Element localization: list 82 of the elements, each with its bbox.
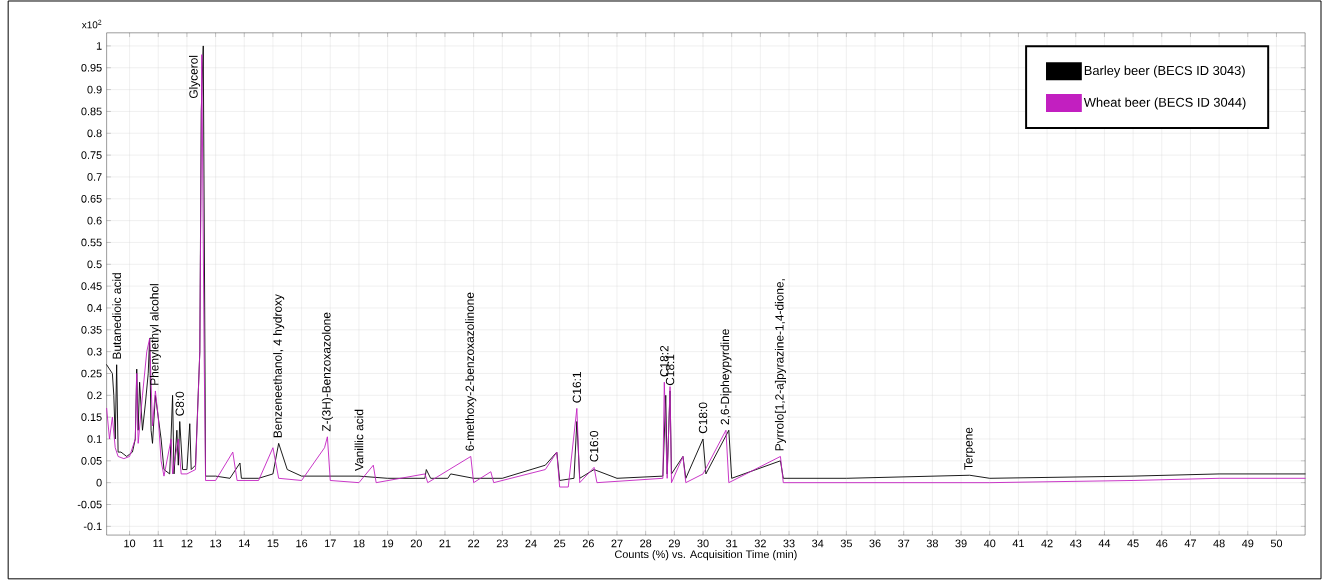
annotation: Pyrrolo[1,2-a]pyrazine-1,4-dione, (774, 279, 786, 451)
y-tick-label: 0.35 (81, 326, 102, 334)
x-tick-label: 46 (1155, 539, 1168, 548)
annotation: Phenylethyl alcohol (149, 284, 161, 385)
x-tick-label: 15 (267, 539, 279, 548)
annotation: C16:1 (572, 372, 582, 403)
annotation: C18:0 (698, 402, 708, 434)
x-tick-label: 16 (296, 539, 308, 548)
y-tick-label: 0.55 (81, 238, 102, 247)
x-tick-label: 31 (726, 539, 738, 548)
y-tick-label: 0.15 (81, 413, 102, 422)
y-tick-label: 0.25 (81, 369, 102, 378)
y-tick-label: 1 (96, 42, 102, 50)
legend-label: Wheat beer (BECS ID 3044) (1083, 97, 1246, 110)
legend-label: Barley beer (BECS ID 3043) (1084, 65, 1245, 78)
x-tick-label: 49 (1241, 539, 1254, 548)
annotation: Terpene (964, 427, 975, 470)
x-tick-label: 17 (325, 539, 336, 548)
y-tick-label: 0.4 (87, 304, 102, 312)
y-tick-label: 0.75 (81, 151, 102, 160)
annotation: Z-(3H)-Benzoxazolone (321, 312, 333, 432)
x-tick-label: 14 (239, 539, 250, 548)
y-tick-label: 0.9 (87, 85, 102, 94)
x-tick-label: 13 (210, 539, 222, 548)
y-tick-label: -0.1 (83, 522, 102, 531)
y-tick-label: 0.05 (81, 457, 102, 465)
y-tick-label: 0.5 (87, 260, 102, 269)
x-tick-label: 45 (1127, 539, 1139, 548)
x-tick-label: 39 (955, 539, 967, 548)
x-tick-label: 21 (439, 539, 451, 548)
y-tick-label: 0.45 (81, 282, 102, 291)
y-tick-label: 0.8 (87, 129, 102, 138)
x-tick-label: 12 (181, 539, 193, 548)
annotation: 2,6-Dipheypyrdine (720, 329, 732, 425)
x-tick-label: 24 (525, 539, 537, 548)
x-tick-label: 42 (1041, 539, 1053, 548)
x-tick-label: 25 (554, 539, 566, 548)
text: x10$^{2}$ (81, 19, 102, 29)
y-tick-label: 0.65 (81, 195, 102, 203)
x-tick-label: 32 (754, 539, 766, 548)
x-tick-label: 10 (124, 539, 136, 548)
x-tick-label: 35 (840, 539, 852, 548)
x-tick-label: 50 (1270, 539, 1283, 548)
x-tick-label: 37 (898, 539, 910, 548)
y-tick-label: 0 (96, 478, 102, 487)
y-tick-label: 0.2 (87, 391, 102, 400)
x-tick-label: 40 (983, 539, 996, 548)
x-tick-label: 11 (153, 539, 164, 548)
x-tick-label: 27 (611, 539, 623, 548)
x-tick-label: 41 (1012, 539, 1024, 548)
y-tick-label: 0.7 (87, 173, 102, 181)
x-tick-label: 18 (353, 539, 365, 548)
y-tick-label: -0.05 (77, 500, 102, 509)
x-tick-label: 22 (468, 539, 480, 548)
x-tick-label: 38 (926, 539, 938, 548)
x-tick-label: 20 (410, 539, 422, 548)
y-tick-label: 0.85 (81, 107, 102, 116)
x-tick-label: 44 (1098, 539, 1111, 548)
y-tick-label: 0.6 (87, 216, 102, 225)
y-tick-label: 0.1 (87, 435, 102, 443)
x-tick-label: 19 (382, 539, 394, 548)
y-tick-label: 0.95 (81, 63, 102, 72)
x-tick-label: 28 (640, 539, 652, 548)
annotation: C8:0 (175, 391, 184, 416)
x-tick-label: 43 (1069, 539, 1082, 548)
x-axis-title: Counts (%) vs. Acquisition Time (min) (614, 550, 797, 561)
x-tick-label: 48 (1213, 539, 1225, 548)
annotation: Vanillic acid (354, 409, 364, 471)
x-tick-label: 26 (582, 539, 594, 548)
annotation: Benzeneethanol, 4 hydroxy (273, 294, 285, 438)
x-tick-label: 23 (496, 539, 508, 548)
x-tick-label: 30 (697, 539, 709, 548)
x-tick-label: 36 (869, 539, 881, 548)
x-tick-label: 34 (812, 539, 824, 548)
annotation: 6-methoxy-2-benzoxazolinone (465, 292, 477, 451)
annotation: C16:0 (589, 431, 599, 462)
y-tick-label: 0.3 (87, 347, 102, 356)
annotation: Glycerol (189, 55, 201, 99)
x-tick-label: 29 (668, 539, 680, 548)
x-tick-label: 47 (1184, 539, 1196, 548)
annotation: Butanedioic acid (112, 273, 122, 359)
x-tick-label: 33 (783, 539, 795, 548)
